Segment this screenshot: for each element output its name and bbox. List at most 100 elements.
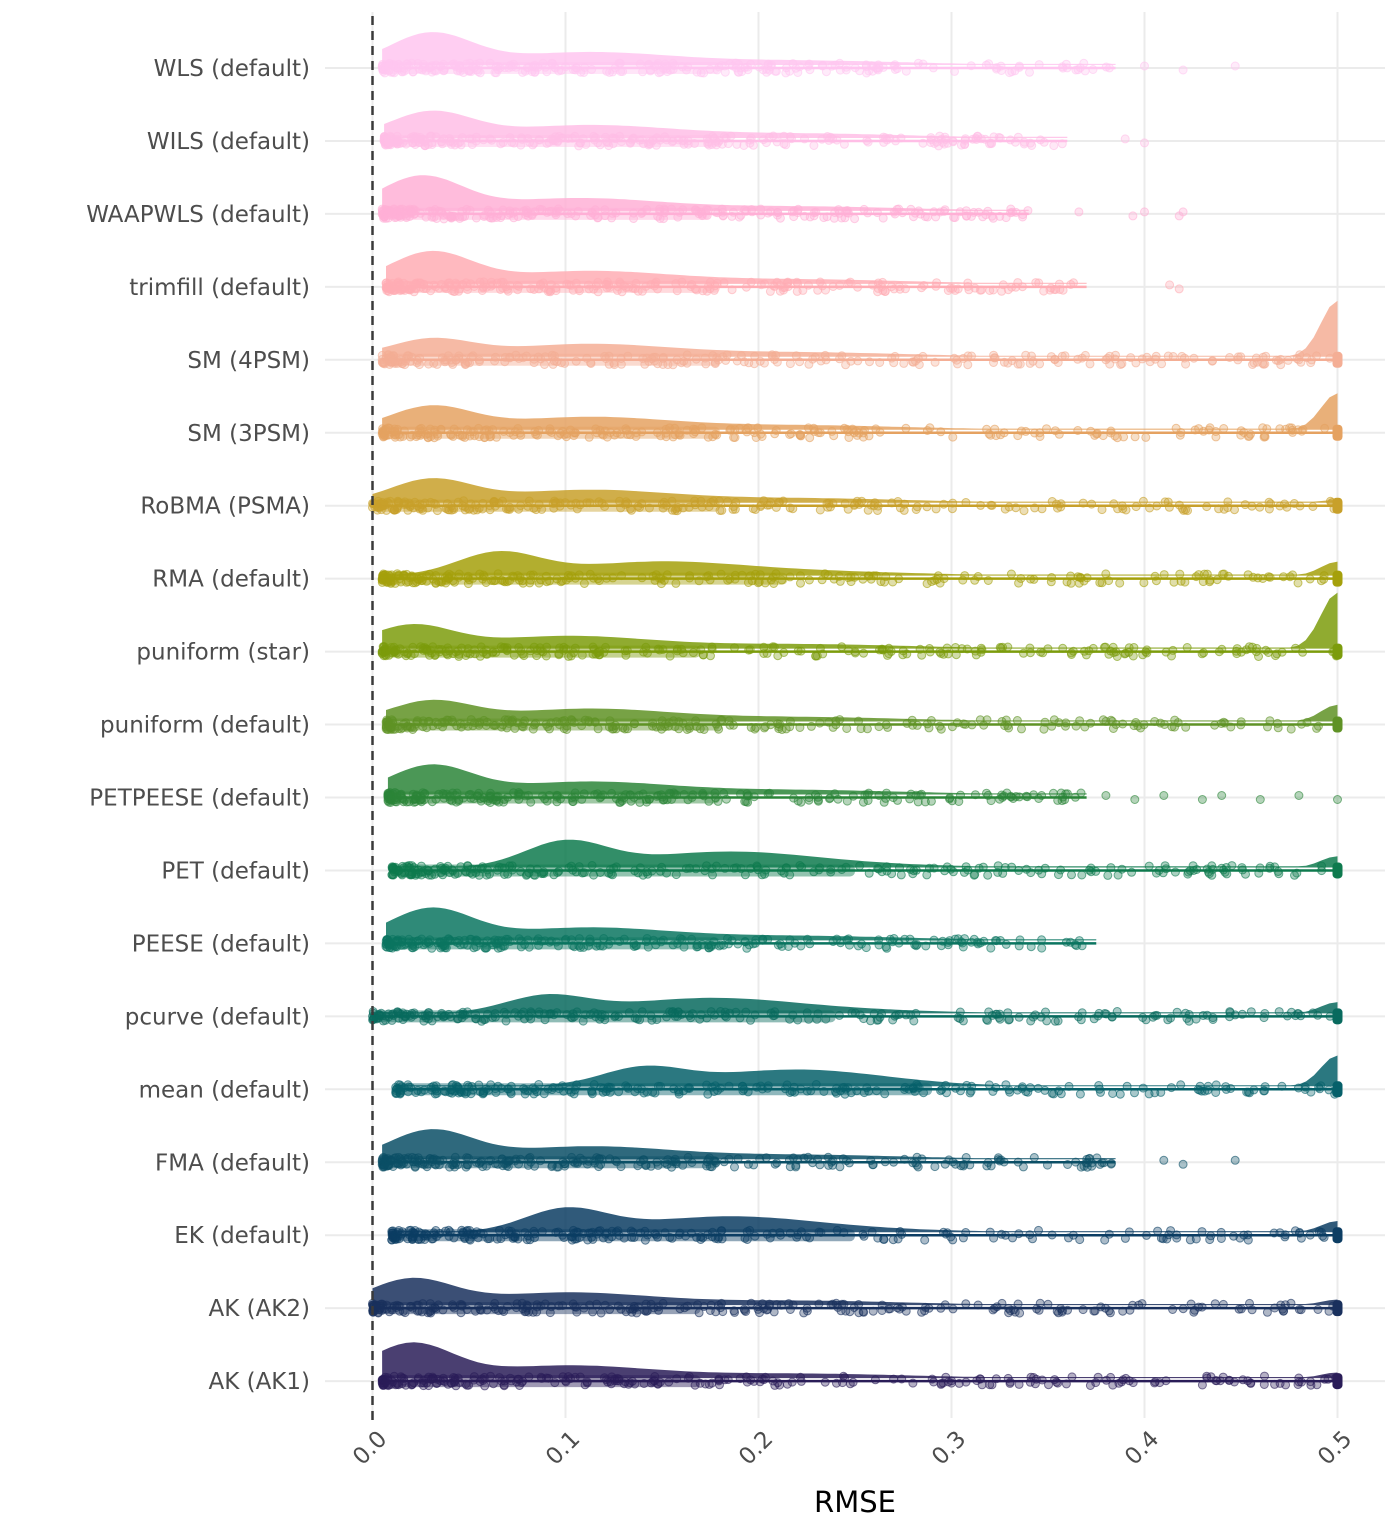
data-point-14-236 [989, 1087, 997, 1095]
data-point-13-9 [1247, 1008, 1255, 1016]
data-point-13-109 [835, 1011, 843, 1019]
data-point-4-45 [760, 359, 768, 367]
data-point-9-57 [1287, 725, 1295, 733]
data-point-6-169 [900, 506, 908, 514]
data-point-5-4 [1142, 433, 1150, 441]
data-point-5-235 [983, 425, 991, 433]
data-point-9-214 [752, 724, 760, 732]
data-point-1-219 [762, 139, 770, 147]
data-point-16-170 [1125, 1228, 1133, 1236]
data-point-9-161 [1266, 717, 1274, 725]
data-point-1-106 [927, 134, 935, 142]
data-point-17-258 [1198, 1303, 1206, 1311]
data-point-7-76 [1027, 575, 1035, 583]
data-point-17-34 [1079, 1306, 1087, 1314]
data-point-6-134 [948, 505, 956, 513]
data-point-1-86 [919, 139, 927, 147]
data-point-2-168 [864, 209, 872, 217]
data-point-6-57 [1241, 501, 1249, 509]
data-point-17-165 [894, 1304, 902, 1312]
data-point-11-248 [1015, 867, 1023, 875]
data-point-9-135 [1072, 722, 1080, 730]
data-point-11-251 [1186, 867, 1194, 875]
data-point-4-13 [931, 358, 939, 366]
data-point-3-209 [761, 280, 769, 288]
data-point-8-248 [1102, 643, 1110, 651]
data-point-14-9 [1065, 1082, 1073, 1090]
data-point-17-225 [886, 1305, 894, 1313]
data-point-5-247 [1294, 426, 1302, 434]
data-point-9-97 [1151, 718, 1159, 726]
data-point-17-202 [1010, 1306, 1018, 1314]
point-cluster-11 [392, 864, 855, 876]
data-point-8-212 [999, 643, 1007, 651]
data-point-13-211 [959, 1017, 967, 1025]
data-point-9-145 [1303, 718, 1311, 726]
data-point-11-212 [1107, 864, 1115, 872]
data-point-0-236 [805, 60, 813, 68]
data-point-8-237 [1183, 644, 1191, 652]
data-point-7-88 [934, 572, 942, 580]
data-point-0-121 [794, 69, 802, 77]
data-point-15-172 [984, 1159, 992, 1167]
data-point-3-88 [1019, 283, 1027, 291]
data-point-15-238 [762, 1154, 770, 1162]
data-point-7-160 [877, 578, 885, 586]
data-point-6-235 [1215, 505, 1223, 513]
data-point-2-214 [729, 208, 737, 216]
data-point-9-112 [1274, 724, 1282, 732]
data-point-6-144 [1224, 504, 1232, 512]
data-point-14-218 [1151, 1089, 1159, 1097]
data-point-7-108 [1140, 579, 1148, 587]
data-point-13-179 [1077, 1016, 1085, 1024]
cap-marker-5 [1333, 425, 1343, 441]
data-point-6-216 [1005, 503, 1013, 511]
data-point-6-230 [1048, 498, 1056, 506]
data-point-9-241 [1002, 716, 1010, 724]
data-point-10-165 [797, 798, 805, 806]
data-point-8-223 [1169, 646, 1177, 654]
data-point-2-242 [936, 208, 944, 216]
point-cluster-14 [396, 1083, 933, 1095]
data-point-6-250 [1132, 503, 1140, 511]
data-point-15-249 [1085, 1155, 1093, 1163]
data-point-15-229 [1093, 1154, 1101, 1162]
data-point-10-257 [983, 789, 991, 797]
data-point-17-57 [869, 1307, 877, 1315]
outlier-point-10-6 [1295, 792, 1303, 800]
data-point-7-259 [1083, 574, 1091, 582]
data-point-16-256 [943, 1229, 951, 1237]
data-point-14-217 [1212, 1081, 1220, 1089]
data-point-4-198 [1178, 352, 1186, 360]
data-point-3-244 [846, 278, 854, 286]
data-point-10-81 [790, 794, 798, 802]
data-point-12-213 [946, 937, 954, 945]
data-point-3-248 [799, 286, 807, 294]
data-point-13-137 [1164, 1016, 1172, 1024]
data-point-14-212 [1116, 1090, 1124, 1098]
data-point-5-165 [1087, 427, 1095, 435]
data-point-10-206 [1071, 793, 1079, 801]
data-point-18-37 [821, 1378, 829, 1386]
data-point-5-169 [840, 424, 848, 432]
outlier-point-0-0 [1141, 62, 1149, 70]
data-point-1-167 [727, 132, 735, 140]
data-point-11-176 [960, 868, 968, 876]
data-point-17-152 [747, 1299, 755, 1307]
data-point-4-145 [890, 359, 898, 367]
data-point-17-206 [941, 1301, 949, 1309]
data-point-5-215 [1205, 426, 1213, 434]
data-point-10-254 [946, 794, 954, 802]
data-point-14-109 [1261, 1083, 1269, 1091]
data-point-8-178 [1143, 646, 1151, 654]
data-point-11-154 [1318, 867, 1326, 875]
data-point-4-255 [1261, 360, 1269, 368]
data-point-4-250 [1106, 352, 1114, 360]
data-point-9-218 [1161, 721, 1169, 729]
outlier-point-2-4 [1179, 208, 1187, 216]
data-point-16-224 [1276, 1229, 1284, 1237]
data-point-9-174 [1140, 721, 1148, 729]
data-point-8-211 [731, 644, 739, 652]
data-point-0-227 [818, 62, 826, 70]
data-point-4-95 [751, 352, 759, 360]
